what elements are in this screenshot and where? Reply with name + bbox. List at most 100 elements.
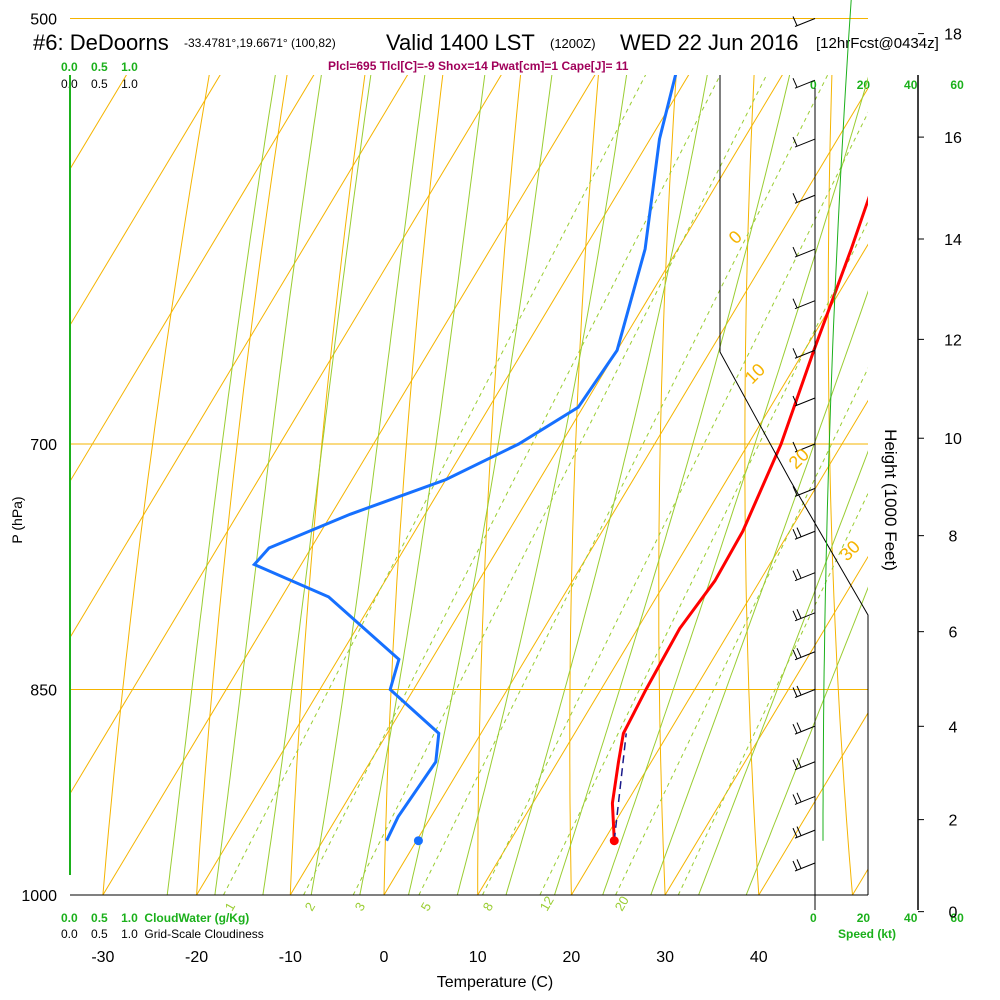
sounding-indices: Plcl=695 Tlcl[C]=-9 Shox=14 Pwat[cm]=1 C… [328, 59, 629, 73]
dry-adiabat-line [289, 75, 366, 895]
moist-adiabat-line [602, 76, 868, 895]
isotherm-line [383, 87, 868, 895]
height-tick-label: 10 [944, 431, 962, 448]
wind-barb-flag [796, 859, 802, 869]
moist-adiabat-line [505, 75, 708, 895]
wind-barb-staff [794, 138, 816, 148]
wind-barb [792, 78, 816, 89]
wind-barb-flag [796, 792, 802, 803]
wind-barb-staff [794, 689, 816, 698]
isotherm-line [70, 75, 502, 795]
height-tick-label: 14 [944, 232, 962, 249]
mixing-ratio-label: 20 [612, 893, 632, 913]
speed-tick-bottom: 0 20 40 60 [810, 911, 964, 925]
height-tick-label: 16 [944, 130, 962, 147]
wind-barb-flag [792, 246, 798, 257]
isotherm-line [70, 75, 315, 483]
mixing-ratio-line [482, 111, 868, 895]
mixing-ratio-label: 1 [222, 900, 239, 914]
height-tick-label: 8 [949, 529, 958, 546]
wind-barb-flag [792, 794, 798, 804]
height-tick-label: 18 [944, 27, 962, 44]
wind-barb-staff [794, 795, 816, 805]
dry-adiabat-line [569, 75, 599, 895]
wind-barb-staff [794, 397, 816, 407]
isotherm-line [664, 555, 868, 895]
wind-barb-flag [792, 193, 798, 203]
wind-speed-line [822, 0, 852, 841]
wind-barb-flag [792, 860, 798, 871]
moist-adiabat-line [262, 75, 372, 895]
isotherm-line [196, 75, 690, 895]
wind-barb [792, 527, 816, 540]
wind-barb [792, 826, 816, 839]
moist-adiabat-line [166, 75, 276, 895]
isotherm-label: 20 [785, 445, 813, 473]
temperature-tick-label: 30 [656, 949, 674, 966]
mixing-ratio-label: 3 [352, 900, 369, 914]
temperature-tick-label: -10 [279, 949, 302, 966]
isotherm-line [851, 868, 868, 895]
dry-adiabat-line [383, 75, 444, 895]
y-axis-title: P (hPa) [9, 496, 25, 543]
wind-barb-flag [796, 568, 802, 579]
wind-barb-staff [794, 761, 816, 771]
mixing-ratio-label: 8 [480, 900, 497, 914]
wind-barb-flag [792, 486, 798, 496]
isotherm-line [289, 75, 783, 895]
wind-barb-staff [794, 651, 816, 661]
pressure-tick-label: 700 [30, 437, 57, 454]
parcel-path-line [613, 733, 627, 841]
wind-barb-flag [796, 826, 802, 836]
wind-barb-flag [792, 298, 798, 308]
moist-adiabat-line [698, 450, 868, 895]
valid-zulu: (1200Z) [550, 36, 596, 51]
moist-adiabat-line [650, 290, 868, 895]
temperature-tick-label: 10 [469, 949, 487, 966]
wind-barb-staff [794, 572, 816, 582]
mixing-ratio-line [223, 75, 647, 895]
wind-barb [792, 568, 816, 582]
wind-barb [792, 685, 816, 698]
temperature-profile-line [610, 195, 868, 841]
wind-barb-flag [792, 759, 798, 769]
wind-barb-staff [794, 79, 816, 89]
wind-barb [792, 647, 816, 661]
wind-barb-flag [792, 441, 798, 452]
wind-barb [792, 193, 816, 204]
plot-boundary [719, 75, 869, 895]
wind-barb-staff [794, 725, 816, 735]
wind-barb-flag [796, 527, 802, 537]
moist-adiabat-line [359, 75, 486, 895]
height-tick-label: 0 [949, 905, 958, 922]
wind-barb [792, 486, 816, 497]
wind-barb-flag [796, 609, 802, 619]
wind-barb [792, 136, 816, 148]
surface-temperature-marker [609, 836, 619, 846]
mixing-ratio-line [418, 75, 829, 895]
wind-barb-staff [794, 349, 816, 359]
height-tick-label: 12 [944, 332, 962, 349]
wind-barb-staff [794, 862, 816, 872]
wind-barb-staff [794, 487, 816, 497]
isotherm-line [477, 243, 868, 895]
isotherm-line [70, 75, 409, 639]
forecast-label: [12hrFcst@0434z] [816, 35, 939, 52]
wind-barb-staff [794, 18, 816, 27]
wind-barb [792, 609, 816, 622]
speed-label: Speed (kt) [838, 927, 897, 941]
wind-barb [792, 859, 816, 872]
wind-barb-flag [796, 647, 802, 658]
wind-barb-flag [792, 610, 798, 621]
wind-barb-staff [794, 443, 816, 453]
wind-barb [792, 722, 816, 735]
x-axis-title: Temperature (C) [437, 974, 553, 991]
wind-barb-flag [792, 78, 798, 88]
wind-barb [792, 757, 816, 771]
wind-barb-flag [796, 722, 802, 732]
wind-barb-staff [794, 300, 816, 310]
dry-adiabat-line [827, 75, 854, 895]
wind-barb [792, 16, 816, 27]
isotherm-label: 30 [836, 537, 864, 565]
